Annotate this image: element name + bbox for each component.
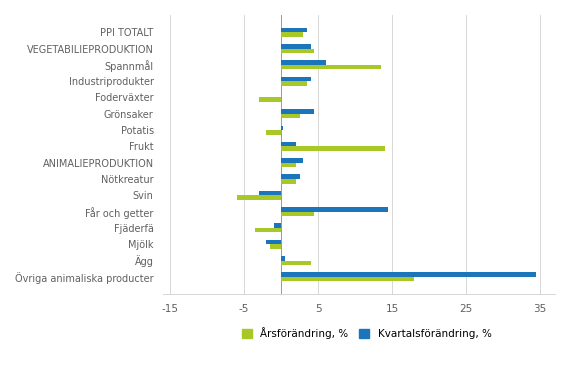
Bar bbox=[270, 244, 281, 249]
Bar bbox=[281, 142, 296, 146]
Bar bbox=[255, 228, 281, 232]
Bar bbox=[281, 44, 311, 48]
Bar bbox=[281, 109, 315, 114]
Bar bbox=[281, 81, 307, 86]
Bar bbox=[281, 158, 303, 163]
Bar bbox=[281, 272, 536, 277]
Legend: Årsförändring, %, Kvartalsförändring, %: Årsförändring, %, Kvartalsförändring, % bbox=[242, 327, 492, 339]
Bar bbox=[281, 65, 381, 70]
Bar bbox=[281, 163, 296, 167]
Bar bbox=[281, 260, 311, 265]
Bar bbox=[266, 130, 281, 135]
Bar bbox=[281, 60, 325, 65]
Bar bbox=[281, 207, 388, 212]
Bar bbox=[281, 174, 300, 179]
Bar bbox=[281, 256, 285, 260]
Bar bbox=[274, 223, 281, 228]
Bar bbox=[281, 277, 414, 281]
Bar bbox=[259, 98, 281, 102]
Bar bbox=[281, 28, 307, 32]
Bar bbox=[281, 77, 311, 81]
Bar bbox=[281, 179, 296, 184]
Bar bbox=[281, 48, 315, 53]
Bar bbox=[281, 114, 300, 118]
Bar bbox=[281, 212, 315, 216]
Bar bbox=[266, 240, 281, 244]
Bar bbox=[259, 191, 281, 195]
Bar bbox=[237, 195, 281, 200]
Bar bbox=[281, 146, 385, 151]
Bar bbox=[281, 32, 303, 37]
Bar bbox=[281, 125, 283, 130]
